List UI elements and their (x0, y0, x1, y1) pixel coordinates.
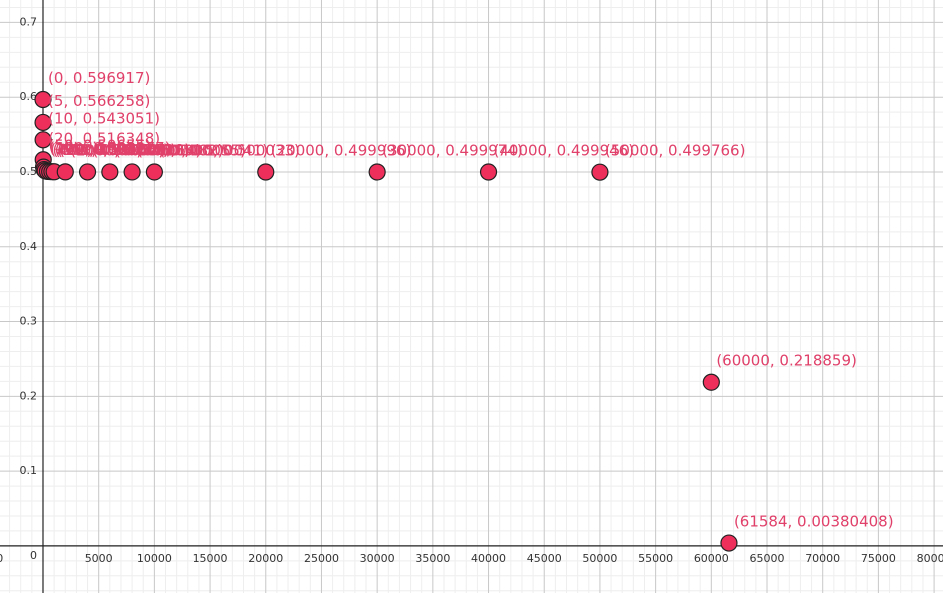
point-label: (10000, 0.500033) (159, 141, 300, 159)
y-tick-label: 0.4 (19, 240, 37, 253)
x-tick-label: 35000 (415, 552, 450, 565)
x-tick-label: 30000 (360, 552, 395, 565)
point (78, 163, 97, 181)
x-tick-label: 55000 (638, 552, 673, 565)
point-label: (400, 0.50082) (52, 141, 164, 159)
point (101, 163, 119, 181)
point-label: (50, 0.50655) (49, 137, 151, 155)
point-label: (100, 0.503277) (49, 139, 170, 157)
point-label: (61584, 0.00380408) (734, 513, 894, 531)
point (34, 131, 52, 149)
point (702, 373, 720, 391)
x-tick-label: 40000 (471, 552, 506, 565)
point-label: (800, 0.50041) (57, 141, 169, 159)
point-label: (30000, 0.499974) (382, 142, 523, 160)
point-label: (8000, 0.500041) (137, 141, 268, 159)
point-label: (5, 0.566258) (48, 92, 150, 110)
x-tick-label: 60000 (694, 552, 729, 565)
x-tick-label: 15000 (193, 552, 228, 565)
point (34, 90, 52, 109)
point-label: (20000, 0.499996) (271, 141, 412, 159)
point (123, 163, 141, 181)
x-tick-label: 45000 (527, 552, 562, 565)
y-tick-label: 0.1 (19, 464, 37, 477)
x-tick-label: 65000 (750, 552, 785, 565)
point-label: (20, 0.516348) (48, 129, 160, 147)
point-label: (50000, 0.499766) (605, 142, 746, 160)
x-tick-label: 50000 (582, 552, 617, 565)
x-tick-label: 10000 (137, 552, 172, 565)
y-tick-label: 0.2 (19, 389, 37, 402)
point (591, 163, 609, 181)
point-label: (60000, 0.218859) (716, 352, 857, 370)
point-label: (1000, 0.500328) (59, 141, 190, 159)
point (257, 163, 275, 181)
point-label: (4000, 0.500082) (93, 141, 224, 159)
x-tick-label: 75000 (861, 552, 896, 565)
point-label: (10, 0.543051) (48, 109, 160, 127)
x-tick-label: 25000 (304, 552, 339, 565)
point-label: (200, 0.501639) (50, 140, 171, 158)
point-label: (0, 0.596917) (48, 69, 150, 87)
point-label: (6000, 0.500055) (115, 141, 246, 159)
x-tick-label: 20000 (248, 552, 283, 565)
point (56, 163, 74, 181)
point (34, 113, 52, 132)
point-label: (2000, 0.500164) (70, 141, 201, 159)
x-tick-label: 5000 (85, 552, 113, 565)
point-label: (40000, 0.499946) (494, 142, 635, 160)
y-tick-label: 0 (30, 549, 37, 562)
point (479, 163, 498, 181)
y-tick-label: 0.7 (19, 15, 37, 28)
x-tick-label: -5000 (0, 552, 3, 565)
point (720, 534, 738, 552)
x-tick-label: 70000 (805, 552, 840, 565)
y-tick-label: 0.3 (19, 315, 37, 328)
point (368, 163, 386, 181)
point (145, 163, 163, 181)
point-label: (600, 0.500546) (55, 141, 176, 159)
y-tick-label: 0.5 (19, 165, 37, 178)
y-tick-label: 0.6 (19, 90, 37, 103)
